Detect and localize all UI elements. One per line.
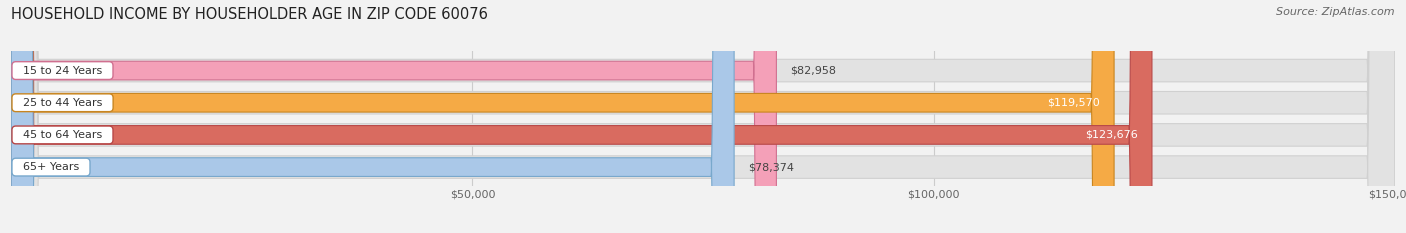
Text: 15 to 24 Years: 15 to 24 Years xyxy=(15,65,110,75)
FancyBboxPatch shape xyxy=(11,0,1395,233)
FancyBboxPatch shape xyxy=(11,0,1152,233)
Text: $123,676: $123,676 xyxy=(1085,130,1137,140)
Text: Source: ZipAtlas.com: Source: ZipAtlas.com xyxy=(1277,7,1395,17)
FancyBboxPatch shape xyxy=(11,0,734,233)
Text: $78,374: $78,374 xyxy=(748,162,794,172)
FancyBboxPatch shape xyxy=(11,0,776,233)
Text: $119,570: $119,570 xyxy=(1047,98,1101,108)
FancyBboxPatch shape xyxy=(11,0,1395,233)
Text: 25 to 44 Years: 25 to 44 Years xyxy=(15,98,110,108)
FancyBboxPatch shape xyxy=(11,0,1114,233)
FancyBboxPatch shape xyxy=(11,0,1395,233)
Text: 65+ Years: 65+ Years xyxy=(15,162,86,172)
Text: $82,958: $82,958 xyxy=(790,65,837,75)
Text: 45 to 64 Years: 45 to 64 Years xyxy=(15,130,110,140)
FancyBboxPatch shape xyxy=(11,0,1395,233)
Text: HOUSEHOLD INCOME BY HOUSEHOLDER AGE IN ZIP CODE 60076: HOUSEHOLD INCOME BY HOUSEHOLDER AGE IN Z… xyxy=(11,7,488,22)
